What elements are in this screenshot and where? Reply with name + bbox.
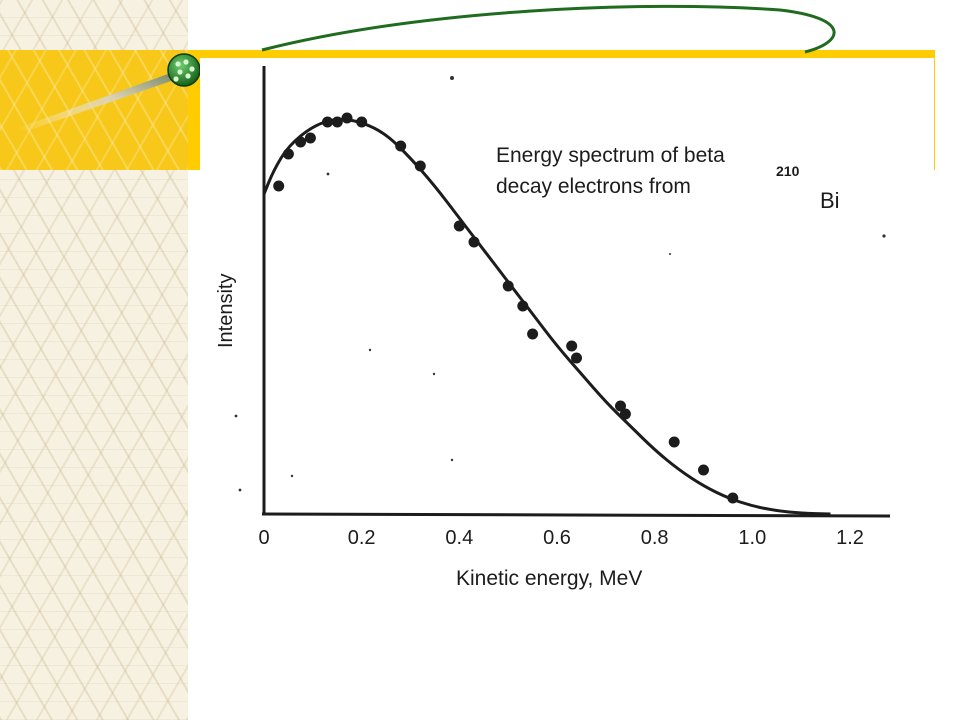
data-point xyxy=(273,180,285,192)
data-points xyxy=(273,112,739,504)
x-tick-label: 1.2 xyxy=(836,527,864,549)
x-tick-label: 0.4 xyxy=(445,527,473,549)
x-tick-label: 1.0 xyxy=(738,527,766,549)
isotope-symbol: Bi xyxy=(820,188,840,213)
x-axis-line xyxy=(261,512,891,518)
x-tick-label: 0.8 xyxy=(641,527,669,549)
data-point xyxy=(571,352,582,364)
data-point xyxy=(615,400,626,412)
chart-title-line-2: decay electrons from xyxy=(496,175,691,198)
header-band-patterned xyxy=(0,50,188,170)
x-tick-labels: 0 0.2 0.4 0.6 0.8 1.0 1.2 xyxy=(258,527,863,549)
scanned-chart-panel: 0 0.2 0.4 0.6 0.8 1.0 1.2 Energy spectrum of b… xyxy=(200,58,934,610)
fit-curve xyxy=(262,117,831,516)
scan-specks xyxy=(234,76,886,492)
y-axis-label: Intensity xyxy=(215,274,237,348)
beta-spectrum-chart: 0 0.2 0.4 0.6 0.8 1.0 1.2 Energy spectrum of b… xyxy=(215,66,891,590)
x-tick-label: 0.6 xyxy=(543,527,571,549)
comet-tail xyxy=(18,74,174,132)
data-point xyxy=(414,160,426,172)
x-tick-label: 0.2 xyxy=(348,527,376,549)
green-nucleus-ball-icon xyxy=(167,53,201,87)
data-point xyxy=(566,340,578,352)
data-point xyxy=(304,132,316,144)
x-tick-label: 0 xyxy=(258,527,269,549)
data-point xyxy=(527,328,539,340)
orbit-line xyxy=(261,4,836,54)
data-point xyxy=(668,436,680,448)
chart-title-line-1: Energy spectrum of beta xyxy=(496,144,725,167)
chart-axes xyxy=(261,66,891,518)
data-point xyxy=(395,140,407,152)
isotope-mass-number: 210 xyxy=(776,163,800,179)
data-point xyxy=(698,464,709,476)
x-axis-label: Kinetic energy, MeV xyxy=(456,567,642,590)
